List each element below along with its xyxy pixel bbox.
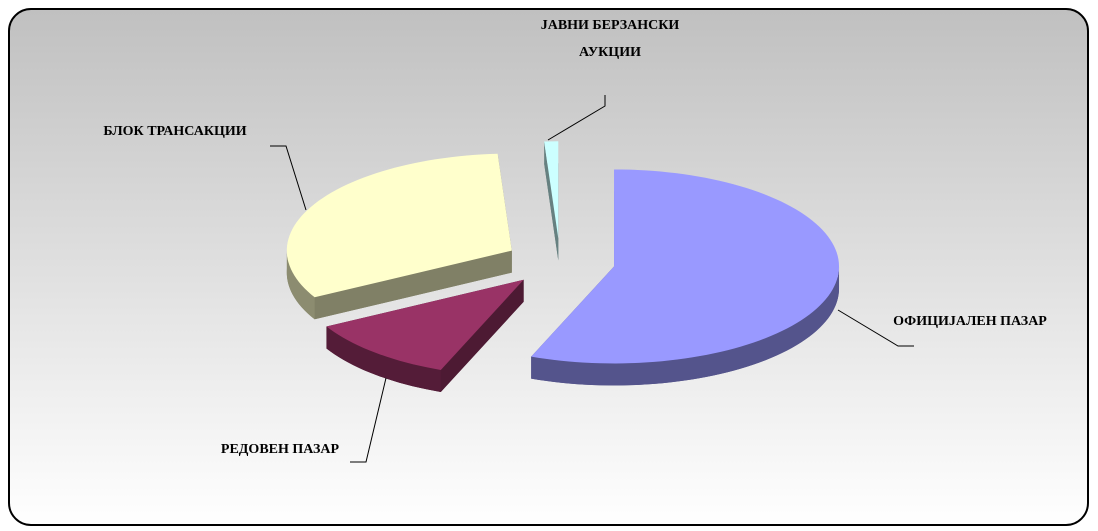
slice	[286, 153, 512, 320]
slice-label: БЛОК ТРАНСАКЦИИ	[103, 124, 247, 139]
slices	[286, 141, 840, 392]
slice-radial-wall	[314, 250, 512, 320]
leader-line	[547, 95, 606, 141]
slice	[326, 279, 524, 392]
slice	[544, 141, 559, 261]
slice-label: РЕДОВЕН ПАЗАР	[220, 442, 340, 457]
leader-lines	[270, 95, 914, 463]
leader-line	[270, 145, 307, 211]
slice-top	[286, 153, 512, 298]
slice-side	[326, 326, 441, 392]
leader-line	[837, 309, 914, 347]
slice-top	[326, 279, 524, 370]
slice-side	[531, 266, 840, 386]
slice-radial-wall	[544, 141, 559, 261]
slice-top	[531, 169, 840, 364]
slice-top	[544, 141, 559, 239]
slice-label: ОФИЦИЈАЛЕН ПАЗАР	[893, 314, 1047, 329]
slice-side	[286, 250, 315, 320]
leader-line	[350, 377, 387, 463]
plot-background	[8, 8, 1089, 526]
slice-radial-wall	[440, 279, 524, 392]
slice-label: ЈАВНИ БЕРЗАНСКИ АУКЦИИ	[540, 18, 680, 60]
slice	[531, 169, 840, 386]
